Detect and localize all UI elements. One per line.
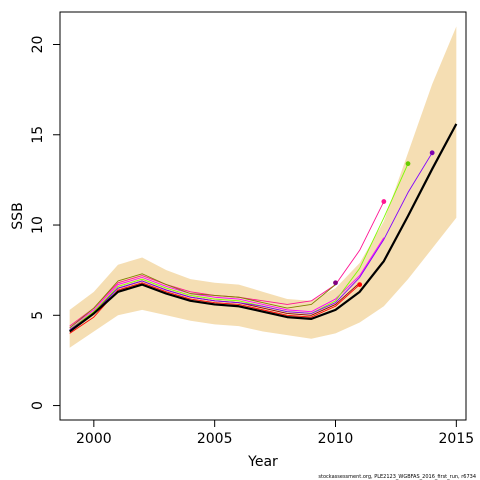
y-axis-title: SSB	[10, 202, 26, 229]
y-tick-label: 15	[30, 126, 46, 144]
y-tick-label: 5	[30, 311, 46, 320]
confidence-band	[69, 26, 457, 348]
y-tick-label: 20	[30, 36, 46, 54]
y-tick-label: 10	[30, 216, 46, 234]
confidence-band-layer	[69, 26, 457, 348]
x-tick-label: 2005	[197, 431, 233, 447]
series-end-point	[429, 150, 435, 156]
x-axis: 2000 2005 2010 2015	[76, 419, 475, 447]
y-axis: 0 5 10 15 20	[30, 36, 61, 410]
series-line-main	[69, 123, 458, 333]
series-end-point	[333, 280, 338, 286]
series-line-retro	[69, 152, 433, 331]
x-axis-title: Year	[247, 454, 278, 470]
series-end-point	[405, 161, 411, 167]
marker-layer	[333, 150, 435, 288]
credit-text: stockassessment.org, PLE2123_WGBFAS_2016…	[318, 474, 476, 480]
series-end-point	[357, 282, 363, 288]
series-layer	[69, 123, 458, 334]
series-line-retro	[69, 273, 336, 329]
series-end-point	[381, 199, 387, 204]
y-tick-label: 0	[30, 401, 46, 410]
x-tick-label: 2000	[76, 431, 112, 447]
series-line-retro	[69, 237, 385, 329]
x-tick-label: 2015	[439, 431, 475, 447]
series-line-retro	[69, 282, 360, 334]
series-line-retro	[69, 163, 409, 331]
x-tick-label: 2010	[318, 431, 354, 447]
